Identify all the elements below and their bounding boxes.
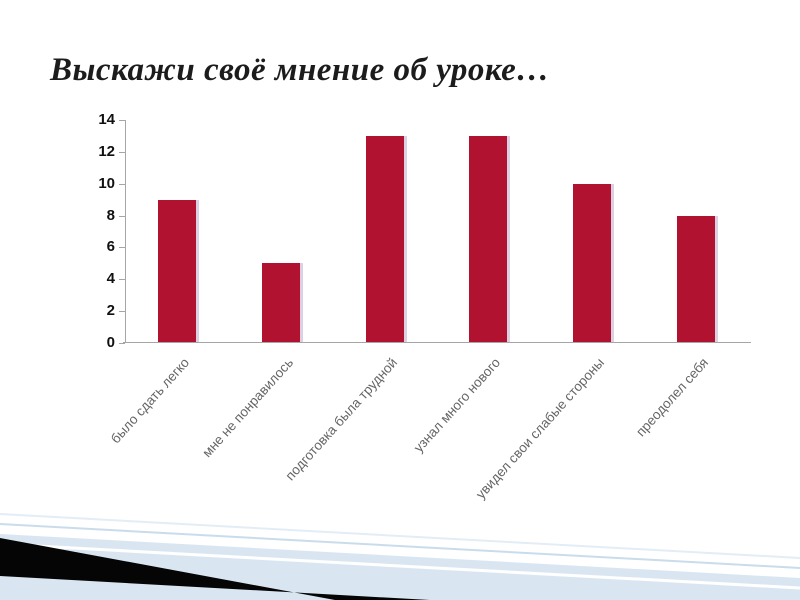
x-axis-label: было сдать легко (107, 355, 193, 447)
y-tick-label: 4 (106, 270, 115, 288)
bar-chart: 0 2 4 6 8 10 12 14 было сдать легко мне не понра… (98, 111, 751, 502)
deco-white-stripe (0, 542, 800, 590)
y-tick-label: 14 (98, 111, 115, 128)
x-axis-label: увидел свои слабые стороны (473, 355, 608, 502)
slide-title: Выскажи своё мнение об уроке… (50, 52, 550, 88)
y-tick-mark (119, 183, 125, 185)
y-tick-label: 0 (106, 334, 115, 351)
y-axis-line (125, 120, 126, 343)
y-tick-label: 2 (106, 302, 115, 320)
bar (573, 183, 612, 342)
y-tick-mark (119, 247, 125, 249)
x-axis-label: мне не понравилось (199, 355, 296, 461)
bar (677, 215, 716, 342)
x-axis-label: подготовка была трудной (282, 355, 400, 484)
y-tick-mark (119, 215, 125, 217)
y-tick-label: 6 (106, 238, 115, 256)
y-tick-mark (119, 120, 125, 121)
x-axis-label: узнал много нового (411, 355, 504, 456)
y-tick-mark (119, 279, 125, 281)
bar (261, 263, 300, 342)
y-tick-label: 12 (98, 142, 115, 160)
deco-faint-stripe (0, 513, 800, 559)
y-tick-mark (119, 311, 125, 313)
x-axis-line (123, 342, 751, 343)
bar (469, 135, 508, 342)
bottom-decoration (0, 513, 800, 600)
deco-black-angle (0, 538, 430, 600)
bar (365, 135, 404, 342)
bar (157, 199, 196, 342)
y-tick-label: 8 (106, 206, 115, 224)
deco-light-stripe (0, 523, 800, 569)
y-tick-mark (119, 151, 125, 153)
x-axis-label: преодолел себя (633, 355, 712, 440)
y-tick-label: 10 (98, 174, 115, 192)
y-tick-mark (119, 343, 125, 344)
